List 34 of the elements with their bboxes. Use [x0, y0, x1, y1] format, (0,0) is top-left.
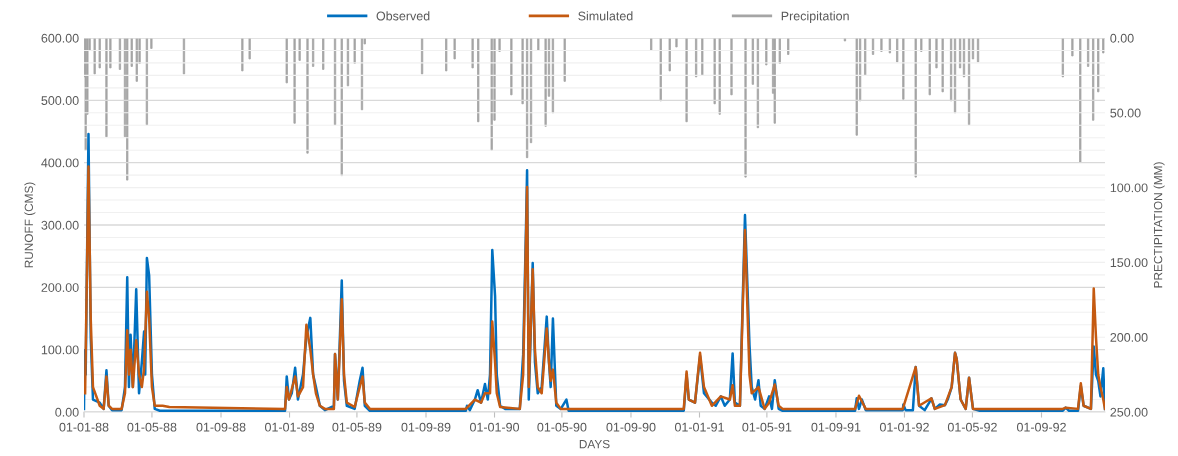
y-tick-label: 600.00 — [41, 33, 79, 43]
y-tick-label: 400.00 — [41, 158, 79, 168]
y2-tick-label: 0.00 — [1110, 33, 1134, 43]
x-tick-label: 01-01-89 — [265, 422, 314, 432]
y2-tick-label: 50.00 — [1110, 108, 1141, 118]
y-tick-label: 0.00 — [55, 407, 79, 417]
legend-label: Precipitation — [781, 11, 849, 23]
x-tick-label: 01-01-92 — [879, 422, 929, 432]
legend-label: Simulated — [578, 11, 633, 21]
y2-tick-label: 250.00 — [1110, 407, 1148, 417]
x-tick-label: 01-09-90 — [606, 422, 656, 432]
x-tick-label: 01-09-92 — [1016, 422, 1066, 432]
x-tick-label: 01-01-88 — [59, 422, 109, 432]
x-tick-label: 01-09-89 — [401, 422, 451, 432]
x-tick-label: 01-05-90 — [537, 422, 587, 432]
y-tick-label: 300.00 — [41, 220, 79, 230]
x-tick-label: 01-01-90 — [469, 422, 520, 432]
x-tick-label: 01-05-89 — [332, 422, 382, 432]
x-tick-label: 01-09-88 — [196, 422, 246, 432]
y2-tick-label: 200.00 — [1110, 332, 1148, 342]
y2-tick-label: 150.00 — [1110, 258, 1148, 268]
y-tick-label: 100.00 — [41, 345, 79, 355]
legend-label: Observed — [376, 11, 430, 21]
y-tick-label: 500.00 — [41, 96, 79, 105]
x-tick-label: 01-05-92 — [947, 422, 997, 432]
y2-tick-label: 100.00 — [1110, 183, 1148, 193]
x-axis-title: DAYS — [579, 439, 610, 449]
x-tick-label: 01-01-91 — [674, 422, 724, 432]
y-tick-label: 200.00 — [41, 283, 79, 292]
x-tick-label: 01-09-91 — [811, 422, 861, 432]
x-tick-label: 01-05-88 — [127, 422, 177, 432]
x-tick-label: 01-05-91 — [742, 422, 792, 432]
y2-axis-title: PRECTIPITATION (MM) — [1153, 162, 1165, 288]
y-axis-title: RUNOFF (CMS) — [24, 182, 36, 268]
